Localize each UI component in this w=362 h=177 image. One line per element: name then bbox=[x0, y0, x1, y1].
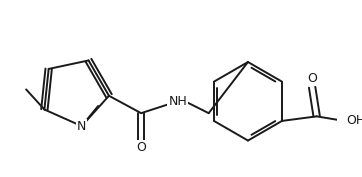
Text: N: N bbox=[77, 120, 87, 133]
Text: O: O bbox=[136, 141, 146, 155]
Text: O: O bbox=[307, 72, 317, 85]
Text: OH: OH bbox=[346, 114, 362, 127]
Text: NH: NH bbox=[168, 95, 187, 108]
